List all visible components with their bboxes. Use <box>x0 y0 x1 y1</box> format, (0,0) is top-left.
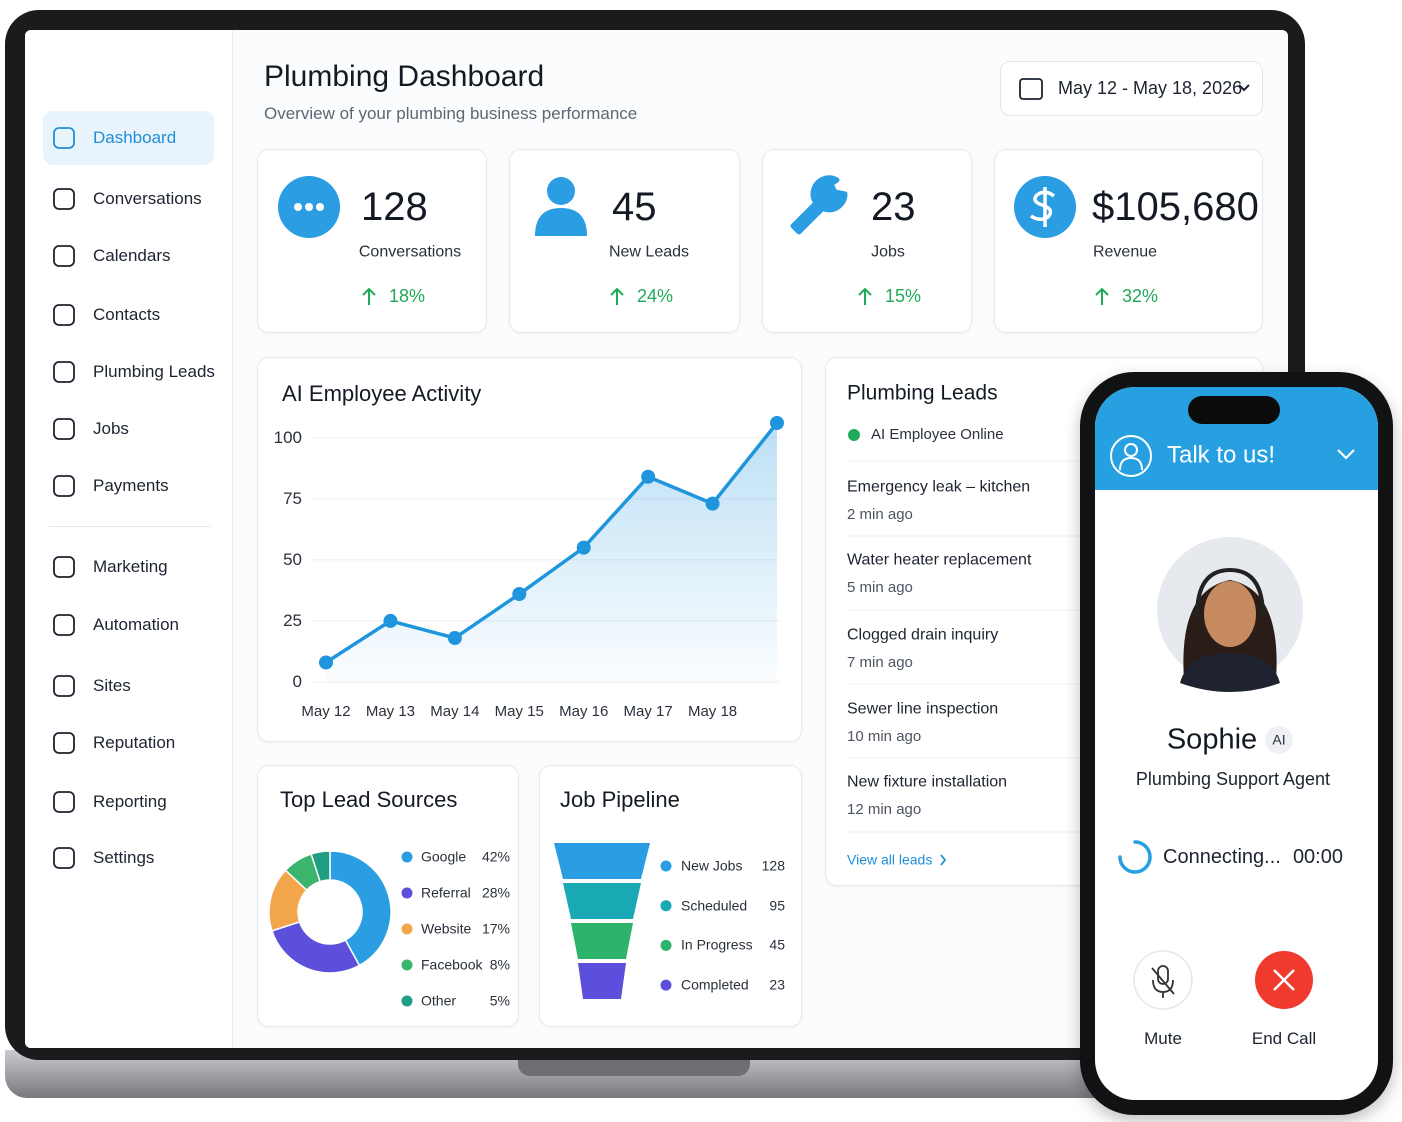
chart-title: AI Employee Activity <box>282 380 482 406</box>
date-picker[interactable] <box>1000 61 1263 116</box>
nav-item[interactable]: Reporting <box>93 791 167 811</box>
view-all-link[interactable]: View all leads <box>847 851 933 868</box>
chat-header-title: Talk to us! <box>1167 441 1276 469</box>
y-tick-label: 100 <box>273 427 302 447</box>
page-title: Plumbing Dashboard <box>264 60 545 93</box>
stat-label: Revenue <box>1092 243 1158 261</box>
nav-item[interactable]: Settings <box>93 847 155 867</box>
lead-title[interactable]: Sewer line inspection <box>847 700 999 718</box>
lead-time: 2 min ago <box>847 506 913 523</box>
lead-time: 5 min ago <box>847 579 913 596</box>
nav-item[interactable]: Automation <box>93 614 179 634</box>
laptop-notch <box>518 1060 750 1076</box>
legend-value: 17% <box>481 920 510 937</box>
agent-badge: AI <box>1272 731 1286 748</box>
stat-value: $105,680 <box>1092 185 1259 229</box>
stat-change: 24% <box>637 286 674 307</box>
y-tick-label: 25 <box>283 610 302 630</box>
nav-item[interactable]: Contacts <box>93 304 161 324</box>
date-range[interactable]: May 12 - May 18, 2026 <box>1058 78 1243 99</box>
status-text: AI Employee Online <box>871 426 1004 443</box>
lead-time: 7 min ago <box>847 654 913 671</box>
legend-value: 42% <box>481 848 510 865</box>
lead-time: 12 min ago <box>847 801 922 818</box>
x-tick-label: May 16 <box>559 703 609 720</box>
y-tick-label: 75 <box>283 488 302 508</box>
agent-role: Plumbing Support Agent <box>1135 769 1331 790</box>
call-timer: 00:00 <box>1292 846 1343 868</box>
chat-header <box>1095 387 1378 490</box>
lead-title[interactable]: New fixture installation <box>847 773 1008 791</box>
stat-value: 45 <box>612 185 657 229</box>
x-tick-label: May 13 <box>365 703 416 720</box>
page-subtitle: Overview of your plumbing business perfo… <box>264 103 638 123</box>
sidebar <box>25 30 233 1048</box>
stat-value: 23 <box>871 185 916 229</box>
nav-item[interactable]: Reputation <box>93 732 176 752</box>
x-tick-label: May 12 <box>301 703 351 720</box>
legend-label: Other <box>421 992 457 1009</box>
call-status: Connecting... <box>1163 846 1281 868</box>
card-title: Plumbing Leads <box>847 381 998 405</box>
legend-value: 45 <box>769 936 785 953</box>
chart-title: Top Lead Sources <box>280 786 458 812</box>
stat-label: Jobs <box>871 243 905 261</box>
legend-label: Facebook <box>421 956 483 973</box>
nav-item[interactable]: Marketing <box>93 556 168 576</box>
legend-value: 128 <box>761 857 785 874</box>
agent-name: Sophie <box>1166 723 1258 756</box>
lead-time: 10 min ago <box>847 728 922 745</box>
legend-value: 95 <box>769 897 785 914</box>
x-tick-label: May 17 <box>623 703 673 720</box>
lead-title[interactable]: Clogged drain inquiry <box>847 626 999 644</box>
nav-item[interactable]: Payments <box>93 475 169 495</box>
legend-label: Website <box>421 920 472 937</box>
lead-title[interactable]: Water heater replacement <box>847 551 1032 569</box>
legend-label: Google <box>421 848 467 865</box>
x-tick-label: May 18 <box>687 703 738 720</box>
stat-change: 15% <box>885 286 922 307</box>
stat-change: 18% <box>389 286 426 307</box>
x-tick-label: May 14 <box>430 703 480 720</box>
legend-value: 8% <box>489 956 510 973</box>
stat-label: Conversations <box>358 243 462 261</box>
nav-item[interactable]: Dashboard <box>93 127 177 147</box>
lead-title[interactable]: Emergency leak – kitchen <box>847 478 1031 496</box>
legend-label: Scheduled <box>681 897 748 914</box>
legend-value: 28% <box>481 884 510 901</box>
nav-item[interactable]: Sites <box>93 675 131 695</box>
nav-divider <box>49 526 211 527</box>
nav-item[interactable]: Calendars <box>93 245 171 265</box>
nav-item[interactable]: Plumbing Leads <box>93 361 215 381</box>
mute-label[interactable]: Mute <box>1144 1028 1182 1048</box>
stat-label: New Leads <box>608 243 690 261</box>
nav-item[interactable]: Jobs <box>93 418 129 438</box>
y-tick-label: 50 <box>283 549 302 569</box>
legend-value: 5% <box>489 992 510 1009</box>
legend-label: Completed <box>681 976 749 993</box>
stat-change: 32% <box>1122 286 1159 307</box>
end-call-label[interactable]: End Call <box>1251 1028 1317 1048</box>
legend-label: Referral <box>421 884 471 901</box>
stat-value: 128 <box>361 185 428 229</box>
legend-label: In Progress <box>681 936 753 953</box>
legend-value: 23 <box>769 976 785 993</box>
y-tick-label: 0 <box>292 671 302 691</box>
legend-label: New Jobs <box>681 857 743 874</box>
x-tick-label: May 15 <box>494 703 544 720</box>
nav-item[interactable]: Conversations <box>93 188 202 208</box>
chart-title: Job Pipeline <box>560 786 680 812</box>
